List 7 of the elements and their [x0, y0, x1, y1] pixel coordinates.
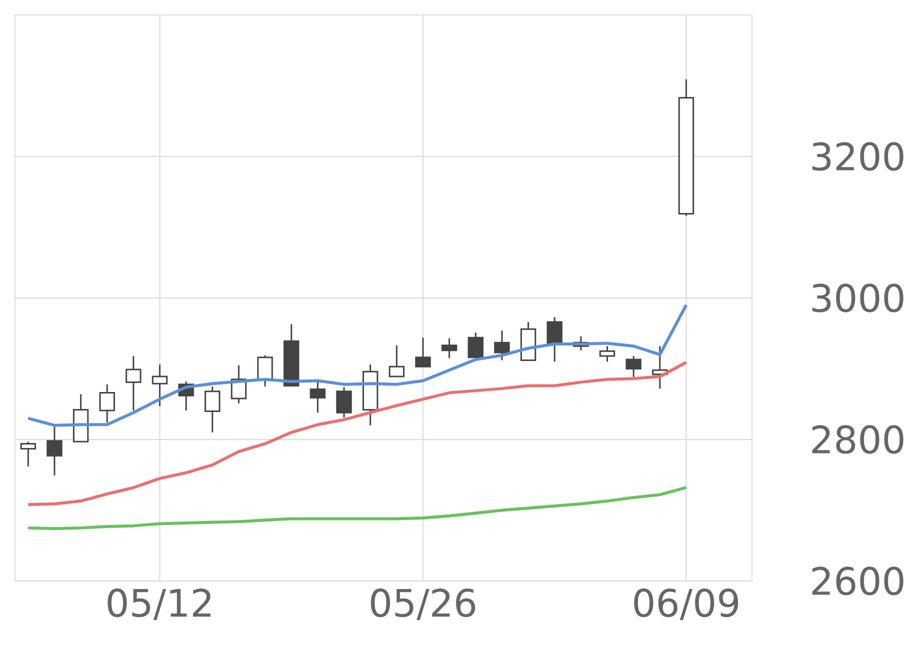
x-tick-label: 05/12 [108, 588, 211, 620]
y-tick-label: 3000 [812, 284, 904, 312]
x-tick-label: 06/09 [634, 588, 738, 620]
y-tick-label: 3200 [812, 142, 904, 171]
x-tick-label: 05/26 [370, 588, 476, 620]
y-tick-label: 2600 [812, 566, 904, 596]
y-tick-label: 2800 [812, 425, 904, 454]
